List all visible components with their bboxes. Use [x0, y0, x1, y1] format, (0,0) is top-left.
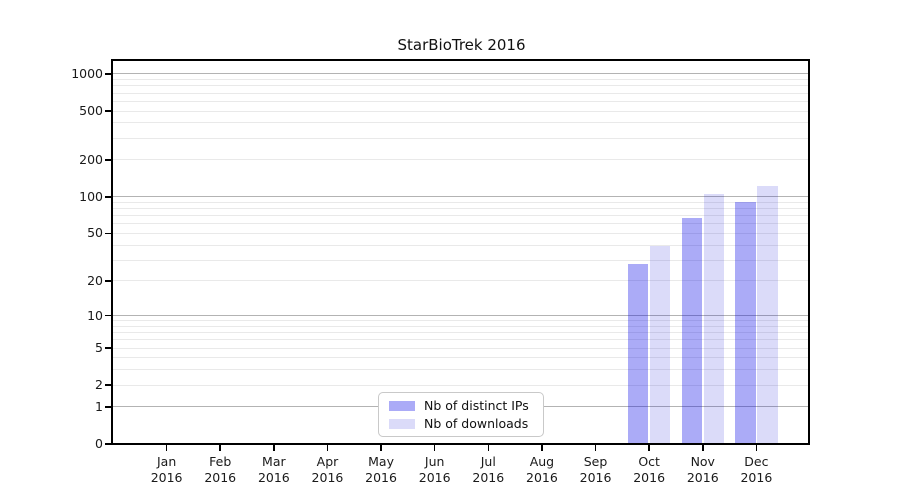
x-tick-label: Sep 2016	[579, 454, 612, 485]
minor-gridline	[113, 159, 808, 161]
x-tick	[755, 445, 758, 451]
y-tick-label: 20	[87, 272, 103, 288]
x-tick-label: Feb 2016	[204, 454, 237, 485]
y-tick	[105, 196, 112, 198]
minor-gridline	[113, 92, 808, 94]
minor-gridline	[113, 110, 808, 112]
x-tick	[702, 445, 704, 451]
x-tick-label: Jul 2016	[472, 454, 505, 485]
y-tick	[105, 314, 112, 317]
minor-gridline	[113, 215, 808, 217]
x-tick	[648, 445, 650, 451]
y-tick-label: 2	[95, 377, 103, 393]
bar-distinct-ips	[627, 263, 649, 444]
bar-downloads	[649, 246, 671, 444]
minor-gridline	[113, 122, 808, 124]
y-tick-label: 200	[79, 151, 103, 167]
legend-swatch-downloads	[389, 418, 415, 429]
y-tick	[105, 443, 112, 445]
y-tick	[105, 73, 112, 75]
bar-distinct-ips	[735, 202, 756, 444]
y-tick-label: 100	[79, 188, 103, 204]
major-gridline	[113, 315, 808, 317]
minor-gridline	[113, 357, 808, 359]
chart-title: StarBioTrek 2016	[397, 36, 526, 54]
x-tick	[433, 445, 436, 451]
x-tick-label: Jan 2016	[150, 454, 183, 485]
y-tick-label: 0	[95, 436, 103, 451]
bar-downloads	[703, 194, 725, 444]
legend-swatch-distinct-ips	[389, 400, 415, 411]
minor-gridline	[113, 384, 808, 386]
x-tick	[541, 445, 543, 451]
y-tick	[105, 110, 112, 112]
minor-gridline	[113, 100, 808, 102]
legend-label-distinct-ips: Nb of distinct IPs	[424, 397, 529, 413]
x-tick-label: Apr 2016	[311, 454, 344, 485]
x-tick	[326, 445, 329, 451]
legend-label-downloads: Nb of downloads	[424, 415, 529, 431]
minor-gridline	[113, 85, 808, 87]
x-tick	[487, 445, 490, 451]
bar-distinct-ips	[681, 218, 703, 444]
minor-gridline	[113, 347, 808, 349]
legend-item-downloads: Nb of downloads	[389, 415, 543, 431]
minor-gridline	[113, 244, 808, 246]
y-tick	[105, 384, 112, 386]
y-tick	[105, 232, 112, 235]
x-tick	[219, 445, 221, 451]
minor-gridline	[113, 339, 808, 341]
y-tick-label: 1	[95, 398, 103, 414]
y-tick-label: 5	[95, 340, 103, 356]
minor-gridline	[113, 259, 808, 261]
x-tick	[380, 445, 382, 451]
x-tick-label: Nov 2016	[686, 454, 719, 485]
minor-gridline	[113, 232, 808, 234]
y-tick	[105, 280, 112, 282]
minor-gridline	[113, 201, 808, 203]
legend: Nb of distinct IPs Nb of downloads	[378, 392, 544, 437]
major-gridline	[113, 196, 808, 198]
x-tick	[165, 445, 168, 451]
y-tick-label: 50	[87, 225, 103, 241]
minor-gridline	[113, 137, 808, 139]
bar-downloads	[757, 185, 778, 444]
x-tick-label: Oct 2016	[633, 454, 666, 485]
y-tick	[105, 406, 112, 408]
minor-gridline	[113, 79, 808, 81]
minor-gridline	[113, 208, 808, 210]
x-tick-label: Aug 2016	[526, 454, 558, 485]
x-tick	[273, 445, 275, 451]
minor-gridline	[113, 369, 808, 371]
minor-gridline	[113, 280, 808, 282]
y-tick	[105, 347, 112, 349]
minor-gridline	[113, 223, 808, 225]
legend-item-distinct-ips: Nb of distinct IPs	[389, 397, 543, 413]
major-gridline	[113, 73, 808, 75]
y-tick	[105, 159, 112, 161]
x-tick	[594, 445, 597, 451]
minor-gridline	[113, 325, 808, 327]
minor-gridline	[113, 320, 808, 322]
x-tick-label: Jun 2016	[418, 454, 451, 485]
x-tick-label: May 2016	[365, 454, 397, 485]
minor-gridline	[113, 332, 808, 334]
y-tick-label: 500	[79, 103, 103, 119]
y-tick-label: 1000	[71, 65, 103, 81]
x-tick-label: Dec 2016	[740, 454, 773, 485]
y-tick-label: 10	[87, 307, 103, 323]
x-tick-label: Mar 2016	[257, 454, 290, 485]
